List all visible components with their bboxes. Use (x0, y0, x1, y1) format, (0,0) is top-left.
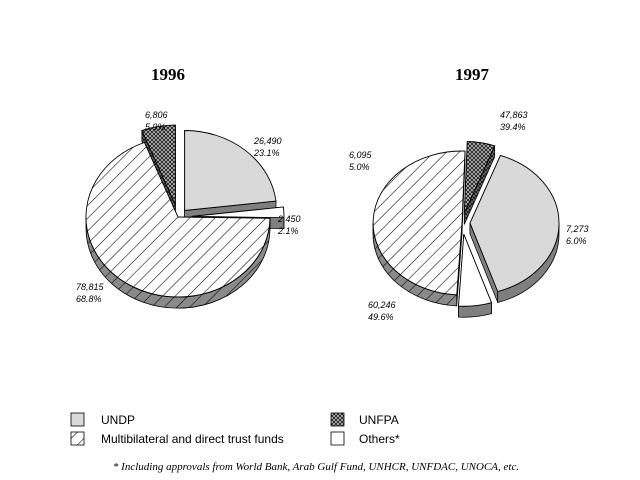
pie-1997-multibilateral-slice (372, 150, 466, 296)
legend-label-multibilateral: Multibilateral and direct trust funds (101, 432, 284, 446)
label-1996-others-value: 2,450 (277, 214, 301, 224)
footnote: * Including approvals from World Bank, A… (113, 461, 519, 473)
label-1996-undp-percent: 23.1% (253, 148, 280, 158)
label-1997-unfpa-value: 6,095 (349, 150, 373, 160)
label-1996-undp-value: 26,490 (253, 136, 282, 146)
chart-title-1997: 1997 (455, 65, 490, 84)
legend-swatch-undp (70, 412, 85, 427)
label-1996-multi-value: 78,815 (76, 282, 105, 292)
pie-tops-1996 (85, 124, 285, 298)
label-1997-others-value: 7,273 (566, 224, 589, 234)
label-1997-multi-value: 60,246 (368, 300, 396, 310)
pie-1997-undp-slice (469, 154, 560, 293)
label-1997-unfpa-percent: 5.0% (349, 162, 370, 172)
legend-label-others: Others* (359, 432, 400, 446)
label-1996-unfpa-percent: 5.9% (145, 122, 166, 132)
pie-1997-unfpa-slice (463, 141, 496, 214)
label-1996-multi-percent: 68.8% (76, 294, 102, 304)
pie-chart-1996 (85, 124, 285, 309)
legend: UNDP UNFPA Multibilateral and direct tru… (70, 412, 400, 446)
pie-1996-others-slice (191, 206, 285, 219)
label-1997-multi-percent: 49.6% (368, 312, 394, 322)
legend-swatch-multibilateral (70, 431, 85, 446)
legend-label-undp: UNDP (101, 413, 135, 427)
pie-1996-undp-slice (184, 130, 277, 211)
label-1997-undp-percent: 39.4% (500, 122, 526, 132)
pie-tops-1997 (372, 141, 560, 307)
pie-1996-unfpa-slice (141, 124, 176, 206)
label-1996-unfpa-value: 6,806 (145, 110, 168, 120)
legend-label-unfpa: UNFPA (359, 413, 399, 427)
legend-swatch-unfpa (330, 412, 345, 427)
label-1997-others-percent: 6.0% (566, 236, 587, 246)
label-1996-others-percent: 2.1% (277, 226, 299, 236)
legend-swatch-others (330, 431, 345, 446)
chart-title-1996: 1996 (151, 65, 185, 84)
pie-1997-others-slice (458, 234, 493, 307)
pie-chart-1997 (372, 141, 560, 318)
label-1997-undp-value: 47,863 (500, 110, 528, 120)
pie-1996-multibilateral-slice (85, 141, 271, 298)
